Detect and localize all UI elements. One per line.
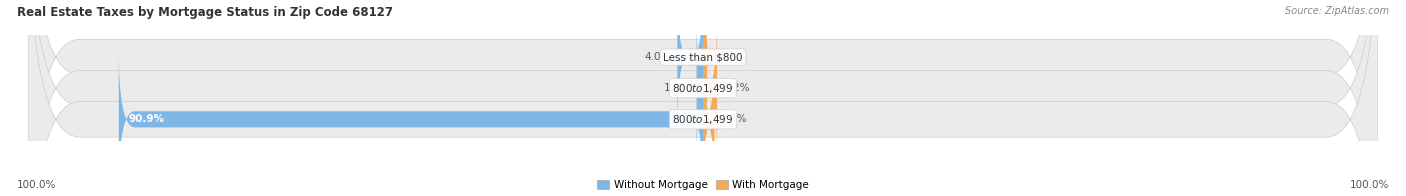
Legend: Without Mortgage, With Mortgage: Without Mortgage, With Mortgage — [593, 176, 813, 194]
FancyBboxPatch shape — [702, 18, 718, 158]
Text: 100.0%: 100.0% — [17, 180, 56, 190]
Text: $800 to $1,499: $800 to $1,499 — [672, 113, 734, 126]
FancyBboxPatch shape — [118, 50, 703, 189]
FancyBboxPatch shape — [28, 0, 1378, 196]
FancyBboxPatch shape — [699, 50, 718, 189]
FancyBboxPatch shape — [678, 0, 703, 127]
Text: 1.0%: 1.0% — [664, 83, 690, 93]
Text: $800 to $1,499: $800 to $1,499 — [672, 82, 734, 95]
Text: 4.0%: 4.0% — [644, 52, 671, 62]
Text: Less than $800: Less than $800 — [664, 52, 742, 62]
FancyBboxPatch shape — [688, 18, 713, 158]
Text: Real Estate Taxes by Mortgage Status in Zip Code 68127: Real Estate Taxes by Mortgage Status in … — [17, 6, 392, 19]
Text: 100.0%: 100.0% — [1350, 180, 1389, 190]
FancyBboxPatch shape — [28, 0, 1378, 196]
FancyBboxPatch shape — [690, 0, 718, 127]
FancyBboxPatch shape — [28, 0, 1378, 196]
Text: Source: ZipAtlas.com: Source: ZipAtlas.com — [1285, 6, 1389, 16]
Text: 0.58%: 0.58% — [713, 52, 747, 62]
Text: 90.9%: 90.9% — [128, 114, 165, 124]
Text: 2.2%: 2.2% — [724, 83, 749, 93]
Text: 1.8%: 1.8% — [721, 114, 748, 124]
